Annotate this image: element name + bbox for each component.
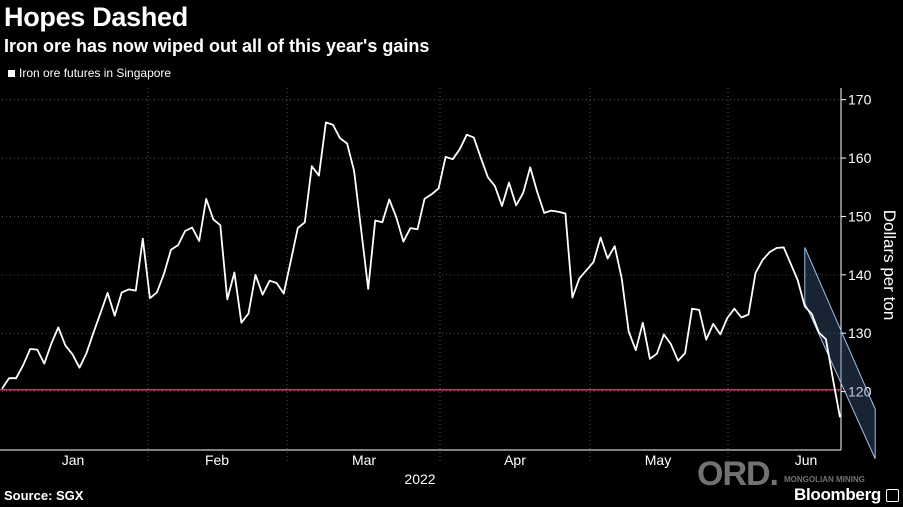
x-axis-year-label: 2022 (404, 471, 435, 487)
x-tick-label: May (645, 452, 671, 468)
x-tick-label: Mar (352, 452, 376, 468)
x-tick-label: Apr (504, 452, 526, 468)
legend-swatch (8, 69, 15, 77)
chart-title: Hopes Dashed (4, 2, 188, 32)
source-note: Source: SGX (4, 488, 84, 503)
y-tick-label: 170 (848, 92, 872, 108)
legend-label: Iron ore futures in Singapore (19, 66, 172, 80)
trend-channel (804, 247, 876, 459)
y-tick-label: 160 (848, 150, 872, 166)
x-tick-label: Feb (205, 452, 229, 468)
chart-subtitle: Iron ore has now wiped out all of this y… (4, 36, 430, 56)
brand-logo: Bloomberg (793, 485, 881, 504)
y-tick-label: 140 (848, 267, 872, 283)
legend: Iron ore futures in Singapore (8, 66, 171, 80)
watermark: ORD. MONGOLIAN MINING (697, 455, 865, 494)
x-tick-label: Jun (795, 452, 818, 468)
y-tick-label: 150 (848, 208, 872, 224)
y-tick-label: 130 (848, 325, 872, 341)
watermark-mark: ORD. (697, 455, 779, 493)
x-tick-label: Jan (62, 452, 85, 468)
series-line-iron-ore (1, 121, 841, 418)
bar-chart-icon (886, 489, 899, 502)
y-axis-title: Dollars per ton (880, 210, 899, 321)
watermark-sub: MONGOLIAN MINING (784, 475, 865, 484)
